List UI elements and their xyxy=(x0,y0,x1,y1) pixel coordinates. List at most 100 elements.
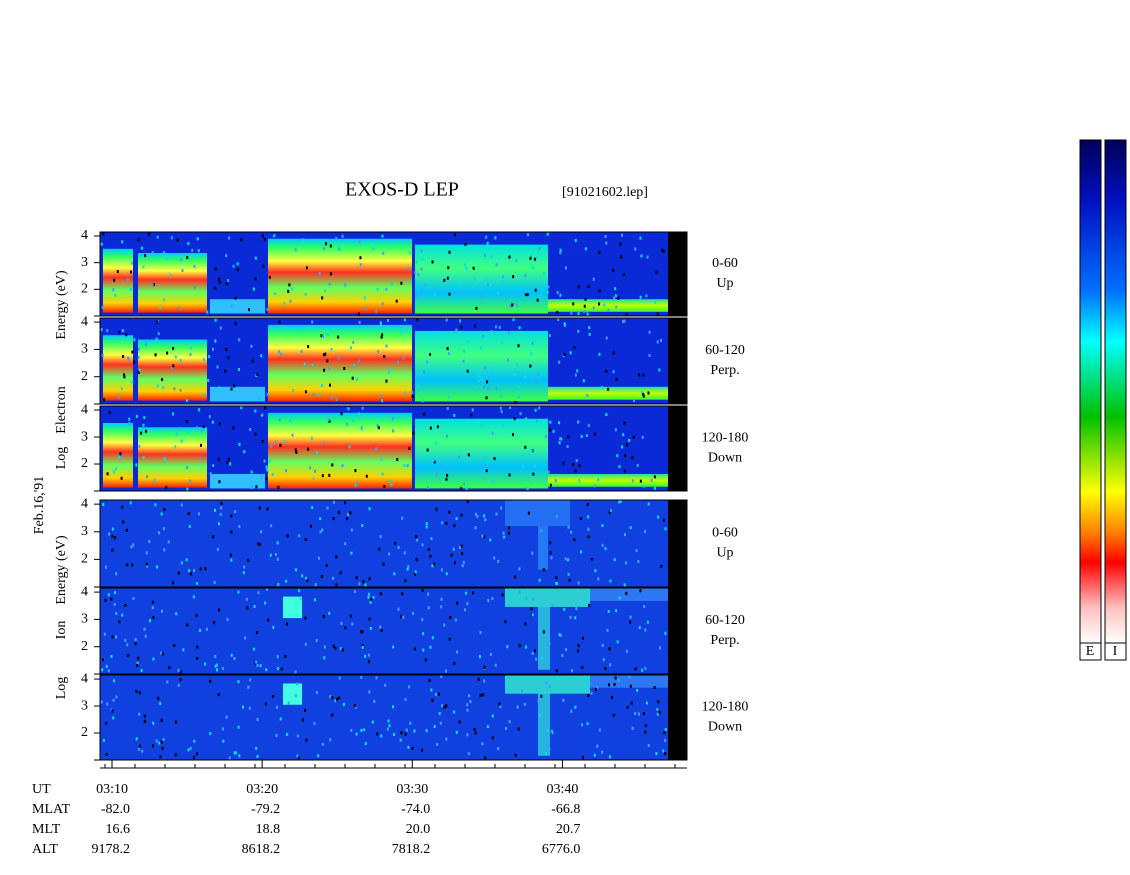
noise xyxy=(481,377,484,381)
noise xyxy=(105,565,108,569)
noise xyxy=(637,560,640,564)
noise xyxy=(616,640,619,644)
noise xyxy=(350,551,353,555)
noise xyxy=(475,306,478,310)
noise xyxy=(238,338,241,342)
noise xyxy=(616,454,619,458)
noise xyxy=(219,512,222,516)
noise xyxy=(610,509,613,513)
noise xyxy=(424,658,427,662)
noise xyxy=(525,417,528,421)
noise xyxy=(152,282,155,286)
noise xyxy=(266,507,269,511)
noise xyxy=(495,512,498,516)
noise xyxy=(391,418,394,422)
noise xyxy=(615,609,618,613)
noise xyxy=(368,617,371,621)
noise xyxy=(131,350,134,354)
noise xyxy=(213,508,216,512)
noise xyxy=(584,247,587,251)
orbit-value: 20.0 xyxy=(406,822,431,837)
noise xyxy=(439,721,442,725)
noise xyxy=(574,469,577,473)
panel-frame xyxy=(99,317,688,405)
noise xyxy=(403,391,406,395)
noise xyxy=(375,447,378,451)
noise xyxy=(161,378,164,382)
noise xyxy=(339,571,342,575)
orbit-value: -82.0 xyxy=(101,802,130,817)
noise xyxy=(217,693,220,697)
noise xyxy=(131,563,134,567)
noise xyxy=(426,486,429,490)
noise xyxy=(145,562,148,566)
noise xyxy=(138,747,141,751)
noise xyxy=(645,294,648,298)
spectrogram-patch xyxy=(268,324,412,402)
noise xyxy=(508,531,511,535)
noise xyxy=(656,515,659,519)
noise xyxy=(255,631,258,635)
noise xyxy=(322,335,325,339)
noise xyxy=(155,739,158,743)
noise xyxy=(337,356,340,360)
spectrogram-patch xyxy=(210,474,265,489)
noise xyxy=(268,459,271,463)
noise xyxy=(624,454,627,458)
noise xyxy=(177,571,180,575)
noise xyxy=(657,700,660,704)
noise xyxy=(268,275,271,279)
noise xyxy=(200,428,203,432)
y-axis-label: Energy (eV) xyxy=(54,270,69,340)
noise xyxy=(424,283,427,287)
noise xyxy=(532,597,535,601)
noise xyxy=(664,752,667,756)
noise xyxy=(328,473,331,477)
noise xyxy=(549,420,552,424)
noise xyxy=(151,250,154,254)
noise xyxy=(661,248,664,252)
orbit-value: -79.2 xyxy=(251,802,280,817)
noise xyxy=(654,300,657,304)
noise xyxy=(499,406,502,410)
noise xyxy=(422,648,425,652)
noise xyxy=(367,592,370,596)
x-tick-label: 03:20 xyxy=(246,782,278,797)
noise xyxy=(448,637,451,641)
noise xyxy=(540,694,543,698)
noise xyxy=(466,500,469,504)
noise xyxy=(580,434,583,438)
noise xyxy=(381,472,384,476)
noise xyxy=(146,564,149,568)
noise xyxy=(339,647,342,651)
noise xyxy=(592,306,595,310)
noise xyxy=(160,740,163,744)
chart-title: EXOS-D LEP xyxy=(345,179,459,201)
noise xyxy=(446,473,449,477)
noise xyxy=(489,538,492,542)
noise xyxy=(128,421,131,425)
noise xyxy=(179,678,182,682)
noise xyxy=(114,293,117,297)
row-label: MLT xyxy=(32,822,61,837)
noise xyxy=(261,234,264,238)
noise xyxy=(289,299,292,303)
noise xyxy=(165,485,168,489)
data-gap xyxy=(668,318,687,404)
noise xyxy=(558,441,561,445)
noise xyxy=(555,669,558,673)
noise xyxy=(477,379,480,383)
noise xyxy=(204,567,207,571)
noise xyxy=(137,347,140,351)
noise xyxy=(598,352,601,356)
noise xyxy=(274,552,277,556)
noise xyxy=(496,291,499,295)
noise xyxy=(563,353,566,357)
noise xyxy=(504,726,507,730)
noise xyxy=(396,458,399,462)
noise xyxy=(483,465,486,469)
noise xyxy=(291,433,294,437)
noise xyxy=(464,608,467,612)
spectrogram-patch xyxy=(548,474,668,487)
y-tick-label: 2 xyxy=(81,725,88,740)
